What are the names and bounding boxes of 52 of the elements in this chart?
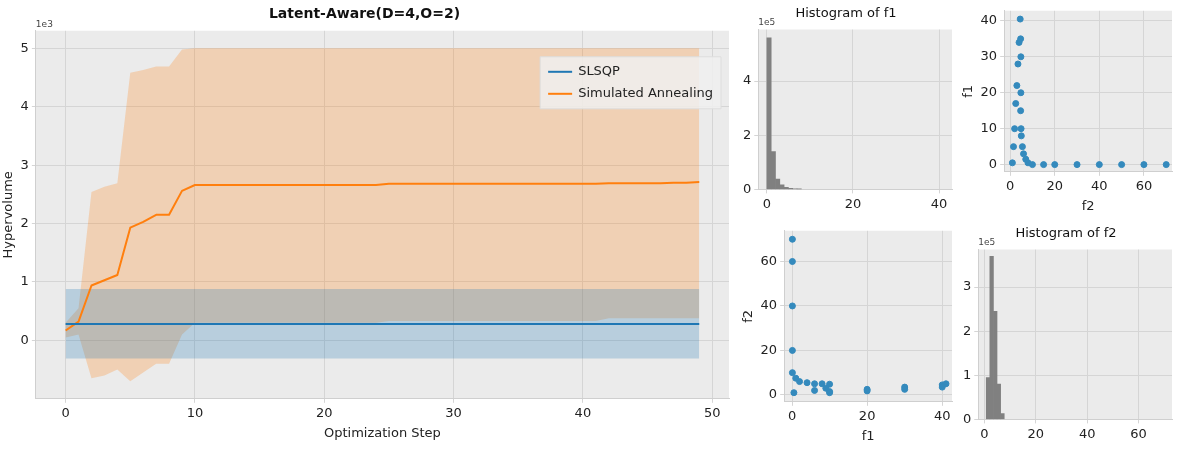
x-tick-label: 40 bbox=[1078, 425, 1096, 441]
y-tick-label: 10 bbox=[980, 120, 998, 136]
x-tick-label: 20 bbox=[315, 404, 333, 420]
y-tick-label: 1 bbox=[20, 273, 29, 289]
y-axis-title: f1 bbox=[960, 84, 976, 98]
y-tick-label: 2 bbox=[742, 126, 752, 142]
x-tick-label: 40 bbox=[574, 404, 592, 420]
x-tick-label: 20 bbox=[858, 407, 876, 423]
text: 1e3 bbox=[35, 18, 53, 29]
y-tick-label: 40 bbox=[980, 12, 998, 28]
y-tick-label: 20 bbox=[760, 341, 778, 357]
chart-title: Histogram of f2 bbox=[1015, 225, 1117, 241]
x-tick-label: 30 bbox=[445, 404, 462, 420]
x-tick-label: 0 bbox=[1006, 177, 1015, 193]
y-tick-label: 3 bbox=[20, 156, 29, 172]
y-tick-label: 40 bbox=[760, 297, 778, 313]
x-tick-label: 40 bbox=[1091, 177, 1108, 193]
y-tick-label: 4 bbox=[20, 98, 29, 114]
legend-label: SLSQP bbox=[578, 63, 621, 79]
x-axis-title: f2 bbox=[1081, 197, 1095, 213]
x-axis-title: Optimization Step bbox=[323, 424, 441, 440]
y-tick-label: 0 bbox=[988, 155, 998, 171]
chart-title: Latent-Aware(D=4,O=2) bbox=[268, 5, 461, 22]
y-tick-label: 2 bbox=[962, 322, 972, 338]
y-tick-label: 2 bbox=[20, 214, 29, 230]
y-tick-label: 4 bbox=[742, 72, 752, 88]
x-tick-label: 0 bbox=[787, 407, 797, 423]
text: 1e5 bbox=[978, 237, 996, 248]
x-tick-label: 20 bbox=[1027, 425, 1045, 441]
x-tick-label: 20 bbox=[844, 195, 862, 211]
x-tick-label: 60 bbox=[1135, 177, 1153, 193]
x-tick-label: 20 bbox=[1046, 177, 1064, 193]
x-tick-label: 50 bbox=[703, 404, 721, 420]
x-tick-label: 40 bbox=[930, 195, 948, 211]
x-tick-label: 10 bbox=[186, 404, 204, 420]
y-tick-label: 0 bbox=[768, 386, 778, 402]
y-tick-label: 30 bbox=[980, 48, 998, 64]
x-tick-label: 40 bbox=[933, 407, 951, 423]
chart-title: Histogram of f1 bbox=[795, 5, 897, 21]
legend-label: Simulated Annealing bbox=[578, 85, 713, 101]
text: 1e5 bbox=[758, 17, 776, 28]
y-axis-title: f2 bbox=[740, 309, 756, 323]
x-axis-title: f1 bbox=[861, 427, 875, 443]
y-tick-label: 0 bbox=[20, 331, 29, 347]
y-axis-title: Hypervolume bbox=[0, 171, 16, 259]
y-tick-label: 1 bbox=[962, 366, 972, 382]
x-tick-label: 0 bbox=[61, 404, 70, 420]
y-tick-label: 3 bbox=[962, 278, 972, 294]
x-tick-label: 60 bbox=[1130, 425, 1147, 441]
y-tick-label: 60 bbox=[760, 252, 778, 268]
y-tick-label: 5 bbox=[20, 39, 29, 55]
y-tick-label: 20 bbox=[980, 84, 998, 100]
